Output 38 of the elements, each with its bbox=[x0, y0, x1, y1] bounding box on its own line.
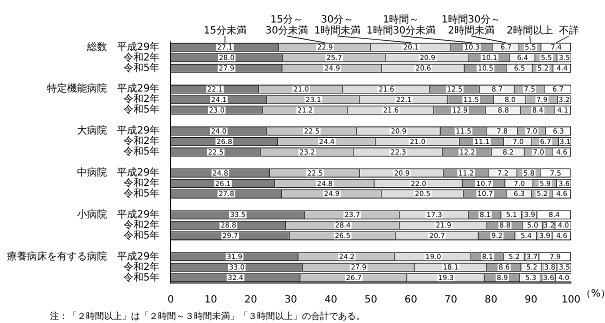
y-tick-label: 療養病床を有する病院 平成29年 bbox=[6, 250, 160, 262]
y-tick-label: 中病院 平成29年 bbox=[76, 166, 160, 179]
series-label: 1時間～1時間30分未満 bbox=[366, 14, 436, 37]
x-axis-title: （%） bbox=[581, 288, 605, 300]
y-tick-label: 令和5年 bbox=[123, 188, 160, 200]
y-tick-label: 令和5年 bbox=[123, 62, 160, 74]
x-tick-label: 60 bbox=[404, 294, 418, 306]
series-label: 1時間30分～2時間未満 bbox=[442, 14, 501, 37]
x-tick-label: 70 bbox=[444, 294, 458, 306]
series-label: 30分～1時間未満 bbox=[314, 14, 360, 37]
y-tick-label: 令和5年 bbox=[123, 229, 160, 242]
y-tick-label: 小病院 平成29年 bbox=[76, 208, 160, 220]
x-tick-label: 90 bbox=[524, 294, 538, 306]
y-tick-label: 令和2年 bbox=[123, 135, 160, 148]
y-tick-label: 令和2年 bbox=[123, 51, 160, 64]
text: 注：「２時間以上」は「２時間～３時間未満」「３時間以上」の合計である。 bbox=[50, 310, 365, 322]
x-tick-label: 10 bbox=[204, 294, 218, 306]
y-tick-label: 令和2年 bbox=[123, 177, 160, 190]
x-tick-label: 100 bbox=[561, 294, 581, 306]
x-tick-label: 20 bbox=[244, 294, 258, 306]
series-label: 15分未満 bbox=[204, 24, 246, 37]
y-tick-label: 令和5年 bbox=[123, 146, 160, 158]
series-label: 2時間以上 bbox=[506, 24, 554, 37]
y-tick-label: 令和2年 bbox=[123, 218, 160, 231]
y-tick-label: 大病院 平成29年 bbox=[76, 124, 160, 137]
y-tick-label: 令和2年 bbox=[123, 260, 160, 273]
y-tick-label: 令和5年 bbox=[123, 104, 160, 116]
x-tick-label: 80 bbox=[484, 294, 498, 306]
y-tick-label: 特定機能病院 平成29年 bbox=[46, 82, 160, 95]
y-tick-label: 総数 平成29年 bbox=[86, 40, 160, 53]
x-tick-label: 40 bbox=[324, 294, 338, 306]
series-label: 15分～30分未満 bbox=[265, 14, 308, 37]
y-tick-label: 令和2年 bbox=[123, 93, 160, 106]
y-tick-label: 令和5年 bbox=[123, 271, 160, 284]
x-tick-label: 50 bbox=[364, 294, 378, 306]
x-tick-label: 30 bbox=[284, 294, 298, 306]
x-tick-label: 0 bbox=[168, 294, 174, 306]
series-label: 不詳 bbox=[559, 24, 579, 37]
